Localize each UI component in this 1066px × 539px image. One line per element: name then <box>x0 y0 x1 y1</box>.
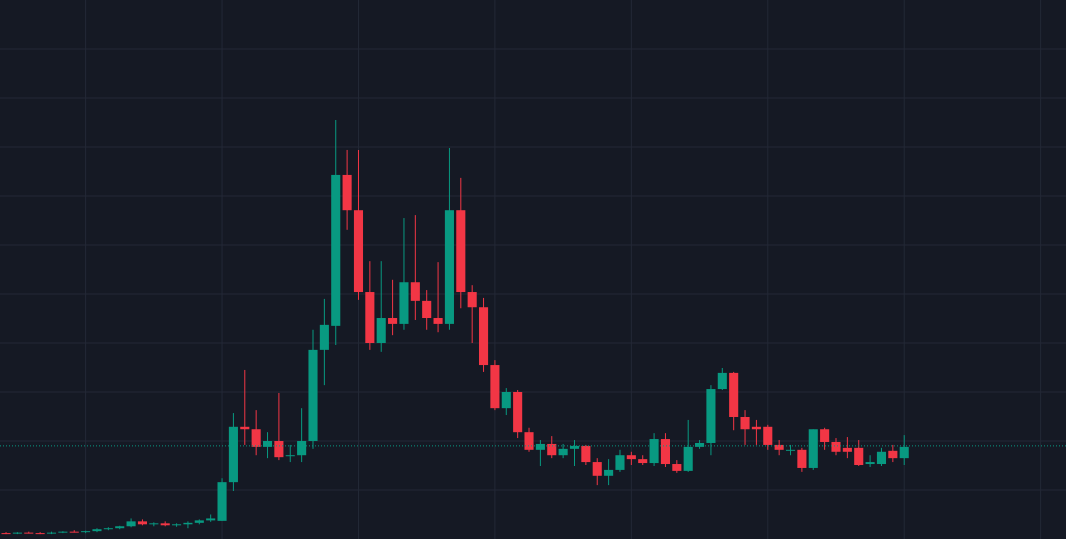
candle-body <box>876 451 887 465</box>
candle-body <box>751 426 761 430</box>
candle-body <box>194 520 204 523</box>
candle-body <box>262 441 273 447</box>
candle-body <box>297 441 307 456</box>
candle-body <box>513 392 523 433</box>
candle-body <box>899 446 909 459</box>
candle-body <box>626 455 636 460</box>
candle-body <box>81 531 91 533</box>
candle-body <box>399 282 409 324</box>
candle-body <box>649 439 659 464</box>
candle-body <box>183 522 193 525</box>
candle-body <box>569 445 580 449</box>
candle-body <box>433 318 443 324</box>
candle-body <box>353 210 364 293</box>
candle-body <box>456 210 466 293</box>
candle-body <box>467 292 477 308</box>
candle-body <box>388 318 398 324</box>
candle-body <box>410 282 420 301</box>
candle-body <box>149 523 159 525</box>
candle-body <box>422 300 432 319</box>
candle-body <box>842 447 852 452</box>
candle-body <box>172 524 182 526</box>
candle-body <box>831 441 841 452</box>
candle-body <box>888 450 898 459</box>
candle-body <box>206 518 216 521</box>
candle-body <box>160 523 170 526</box>
candle-body <box>1 533 11 535</box>
candle-body <box>535 443 545 450</box>
candle-body <box>717 372 727 390</box>
candle-body <box>820 429 830 442</box>
candle-body <box>217 482 227 521</box>
candle-body <box>92 529 102 532</box>
candle-body <box>672 464 682 471</box>
candle-body <box>547 443 557 456</box>
candle-body <box>604 469 614 476</box>
candle-body <box>683 446 693 471</box>
candle-body <box>854 447 864 466</box>
candle-body <box>660 439 671 465</box>
candle-body <box>376 318 386 343</box>
candle-body <box>785 449 796 451</box>
candle-body <box>103 528 113 530</box>
candle-body <box>58 531 68 533</box>
candle-body <box>342 174 352 211</box>
candle-body <box>774 444 784 450</box>
candle-body <box>228 426 238 483</box>
candle-body <box>285 455 295 457</box>
candle-body <box>478 307 489 366</box>
candle-body <box>706 389 716 443</box>
candle-body <box>137 521 148 525</box>
candle-body <box>797 449 807 468</box>
candle-body <box>740 416 750 430</box>
candle-body <box>695 442 705 447</box>
candle-body <box>444 210 454 324</box>
candle-body <box>274 441 284 458</box>
candle-body <box>638 459 648 464</box>
candle-body <box>12 532 22 534</box>
candle-body <box>729 372 739 417</box>
candle-body <box>69 531 79 533</box>
candle-body <box>308 349 318 441</box>
candle-body <box>319 324 329 350</box>
candle-body <box>331 174 341 326</box>
candle-body <box>763 426 773 445</box>
candle-body <box>865 462 875 465</box>
candle-body <box>46 532 57 534</box>
candle-body <box>808 429 818 468</box>
candle-body <box>126 521 136 527</box>
candle-body <box>501 392 511 409</box>
candle-body <box>365 292 375 343</box>
candle-body <box>24 532 34 534</box>
candle-body <box>115 526 125 529</box>
candle-body <box>240 426 250 430</box>
candle-body <box>524 432 534 450</box>
candle-body <box>592 462 602 476</box>
candle-body <box>251 429 261 447</box>
candle-body <box>615 455 625 470</box>
candle-body <box>558 448 568 456</box>
candle-body <box>581 445 591 463</box>
candle-body <box>35 533 45 535</box>
candle-body <box>490 365 500 409</box>
